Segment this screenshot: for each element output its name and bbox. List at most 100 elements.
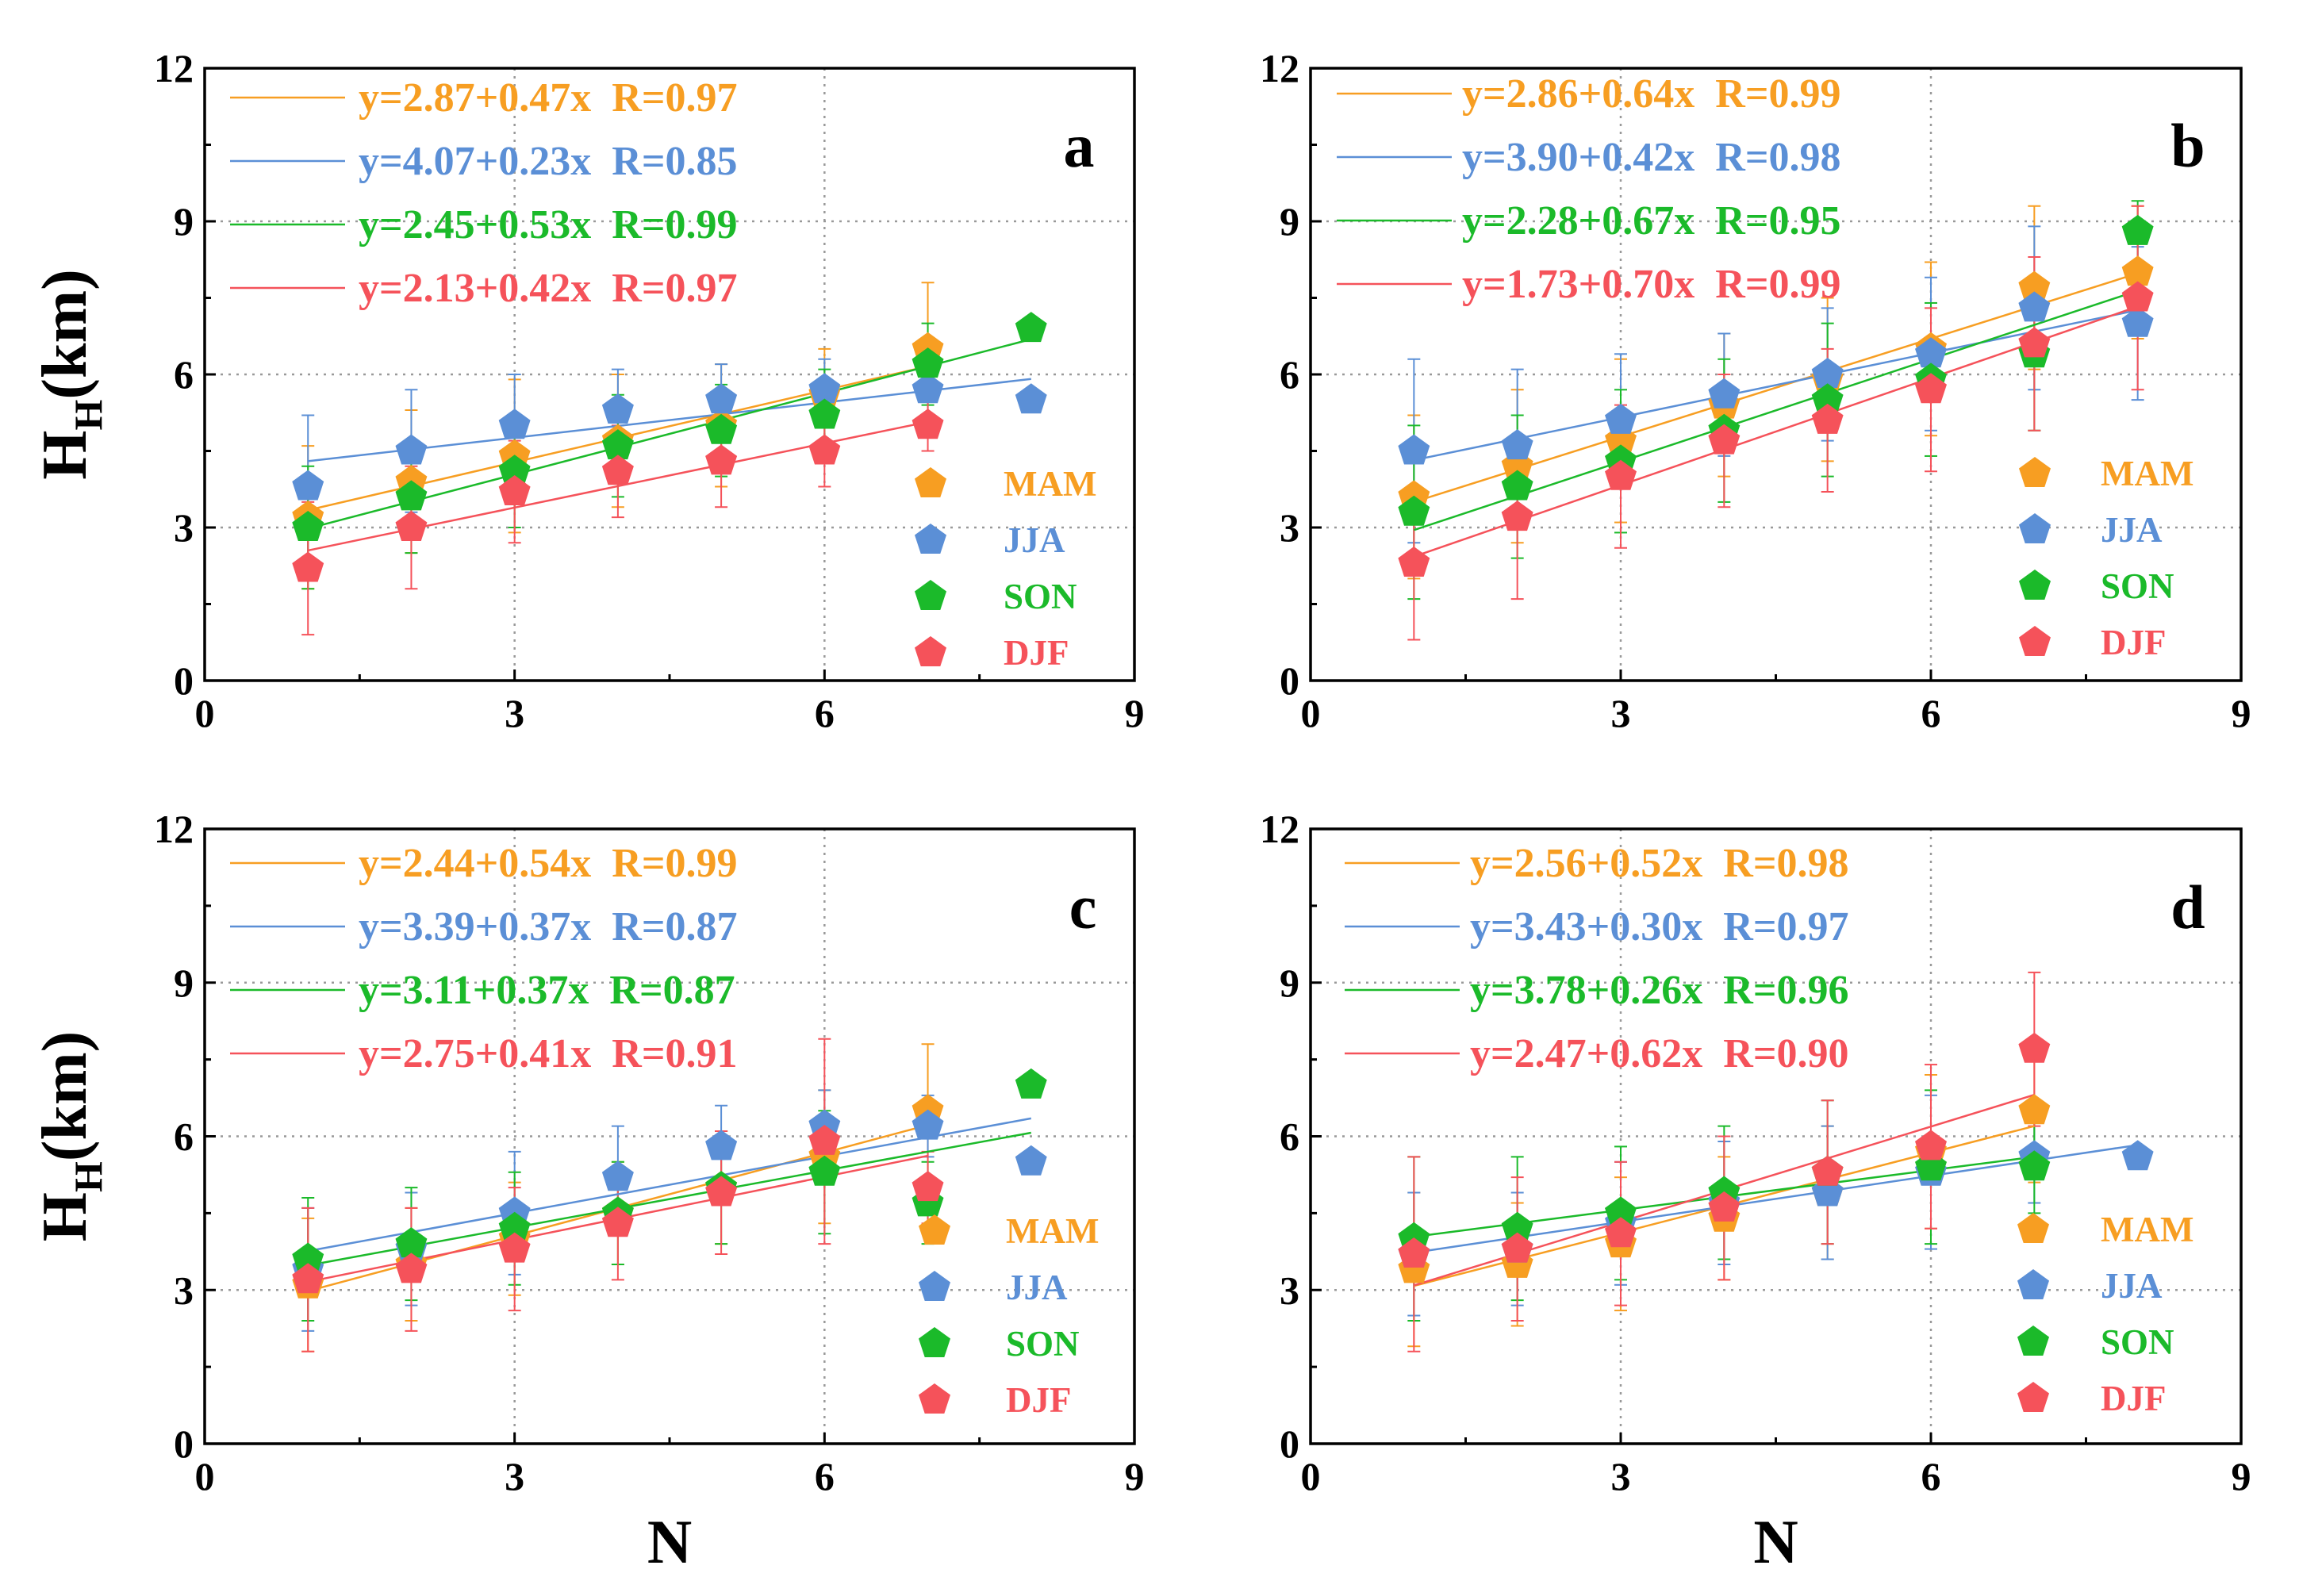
point-JJA [1811, 358, 1844, 388]
y-tick-label: 9 [174, 199, 194, 244]
point-DJF [1605, 1217, 1637, 1248]
equation-MAM: y=2.86+0.64x R=0.99 [1462, 71, 1840, 117]
equation-MAM: y=2.87+0.47x R=0.97 [359, 75, 737, 121]
panel-a: 0 3 6 9 0 3 6 9 12 y=2.87+0.47x R=0.97 y=4.07+0.23… [30, 46, 1145, 735]
point-JJA [601, 393, 634, 424]
point-JJA [1501, 429, 1533, 460]
panel-d: 0 3 6 9 0 3 6 9 12 y=2.56+0.52x R=0.98 y=3.43+0.30… [1260, 807, 2251, 1576]
point-DJF [498, 1232, 531, 1263]
point-JJA [912, 373, 944, 404]
fit-line-SON [307, 338, 1032, 530]
equation-MAM: y=2.44+0.54x R=0.99 [359, 841, 737, 886]
point-DJF [2018, 1032, 2051, 1063]
x-tick-label: 3 [1611, 1454, 1631, 1498]
x-tick-label: 6 [1921, 1454, 1941, 1498]
point-DJF [498, 475, 531, 505]
legend-label-JJA: JJA [1004, 520, 1065, 560]
equation-SON: y=3.11+0.37x R=0.87 [359, 968, 735, 1013]
point-JJA [2121, 306, 2154, 337]
y-axis-title: HH(km) [30, 269, 110, 480]
x-tick-label: 0 [1301, 1454, 1321, 1498]
legend-marker-MAM [919, 1214, 950, 1245]
point-SON [2121, 214, 2154, 245]
legend-marker-DJF [915, 636, 946, 666]
point-MAM [2018, 270, 2051, 301]
legend-marker-JJA [2017, 1269, 2049, 1299]
point-JJA [808, 373, 841, 404]
legend-label-MAM: MAM [2101, 1210, 2193, 1249]
legend-marker-SON [915, 580, 946, 610]
point-DJF [808, 1125, 841, 1155]
x-tick-label: 9 [2232, 691, 2251, 735]
legend-marker-DJF [919, 1383, 950, 1414]
legend-marker-MAM [2019, 457, 2051, 487]
legend-label-DJF: DJF [1006, 1380, 1072, 1420]
y-tick-label: 3 [174, 1268, 194, 1312]
point-DJF [912, 409, 944, 439]
fit-line-JJA [307, 1117, 1032, 1253]
equation-SON: y=2.45+0.53x R=0.99 [359, 202, 737, 247]
legend-marker-SON [2019, 570, 2051, 600]
point-JJA [1398, 434, 1430, 465]
y-tick-label: 12 [154, 807, 194, 851]
legend-label-SON: SON [2101, 566, 2174, 606]
point-SON [808, 1155, 841, 1186]
point-DJF [395, 511, 428, 541]
legend-label-SON: SON [1004, 577, 1077, 616]
y-tick-label: 9 [1280, 199, 1299, 244]
y-tick-label: 0 [1280, 658, 1299, 703]
point-SON [498, 455, 531, 485]
legend-marker-DJF [2017, 1382, 2049, 1412]
x-axis-title: N [647, 1507, 692, 1576]
point-DJF [2121, 281, 2154, 312]
point-JJA [1015, 1145, 1047, 1176]
equation-JJA: y=3.39+0.37x R=0.87 [359, 904, 737, 950]
x-tick-label: 6 [815, 1454, 835, 1498]
legend-marker-SON [2017, 1326, 2049, 1356]
fit-line-JJA [1414, 1144, 2138, 1254]
legend-label-MAM: MAM [2101, 454, 2193, 493]
equation-JJA: y=3.90+0.42x R=0.98 [1462, 135, 1840, 180]
point-JJA [1015, 383, 1047, 414]
fit-line-JJA [1414, 309, 2138, 462]
axes-frame [1309, 67, 2243, 682]
point-SON [1501, 1211, 1533, 1242]
x-tick-label: 0 [1301, 691, 1321, 735]
point-DJF [1501, 501, 1533, 531]
point-JJA [395, 434, 428, 465]
point-DJF [912, 1171, 944, 1202]
point-DJF [1811, 403, 1844, 434]
equation-DJF: y=2.75+0.41x R=0.91 [359, 1031, 737, 1076]
point-JJA [1915, 337, 1947, 368]
x-tick-label: 9 [2232, 1454, 2251, 1498]
point-JJA [705, 383, 738, 414]
point-DJF [1605, 459, 1637, 490]
panel-letter: d [2170, 873, 2205, 942]
legend-marker-JJA [2019, 513, 2051, 543]
panel-letter: b [2170, 111, 2205, 180]
x-tick-label: 9 [1125, 691, 1145, 735]
point-DJF [601, 455, 634, 485]
point-DJF [292, 1263, 324, 1294]
y-axis-title: HH(km) [30, 1031, 110, 1242]
point-SON [912, 347, 944, 378]
point-SON [292, 511, 324, 541]
equation-JJA: y=3.43+0.30x R=0.97 [1470, 904, 1848, 950]
equation-SON: y=2.28+0.67x R=0.95 [1462, 198, 1840, 244]
fit-line-JJA [308, 378, 1031, 462]
legend-marker-DJF [2019, 626, 2051, 656]
legend-label-SON: SON [2101, 1322, 2174, 1362]
point-DJF [1708, 1191, 1741, 1222]
axes-frame [203, 827, 1136, 1445]
y-tick-label: 9 [1280, 961, 1299, 1005]
panel-b: 0 3 6 9 0 3 6 9 12 y=2.86+0.64x R=0.99 y=3.90+0.42… [1260, 46, 2251, 735]
point-SON [395, 480, 428, 511]
legend-marker-JJA [919, 1271, 950, 1301]
y-tick-label: 12 [154, 46, 194, 90]
legend-label-DJF: DJF [2101, 1379, 2167, 1418]
panel-letter: c [1069, 873, 1097, 942]
legend-marker-MAM [915, 467, 946, 497]
y-tick-label: 6 [1280, 352, 1299, 397]
y-tick-label: 3 [1280, 505, 1299, 550]
